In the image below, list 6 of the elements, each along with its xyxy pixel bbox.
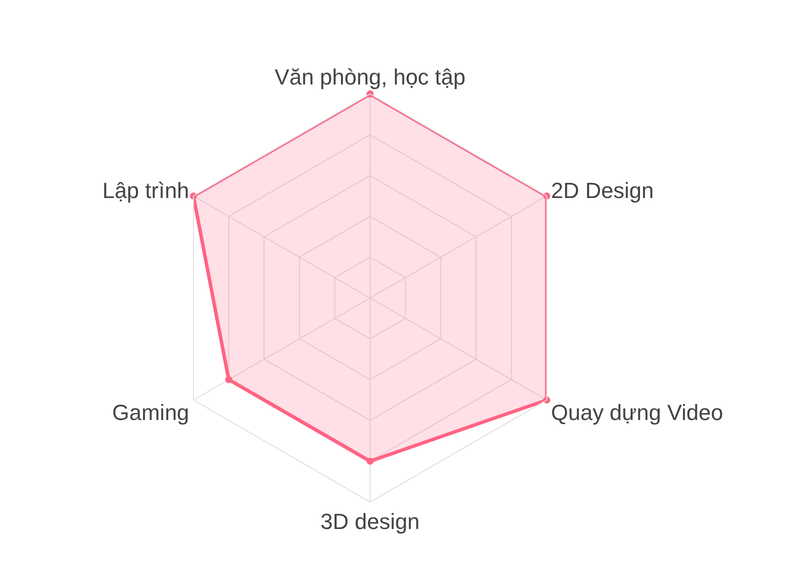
spoke-label: Gaming [112,400,190,426]
spoke-label: Quay dựng Video [550,400,724,426]
spoke-label: 3D design [320,508,420,534]
spoke-label: 2D Design [550,178,654,204]
spoke-label: Lập trình [102,178,190,204]
spoke-label: Văn phòng, học tập [274,64,466,90]
